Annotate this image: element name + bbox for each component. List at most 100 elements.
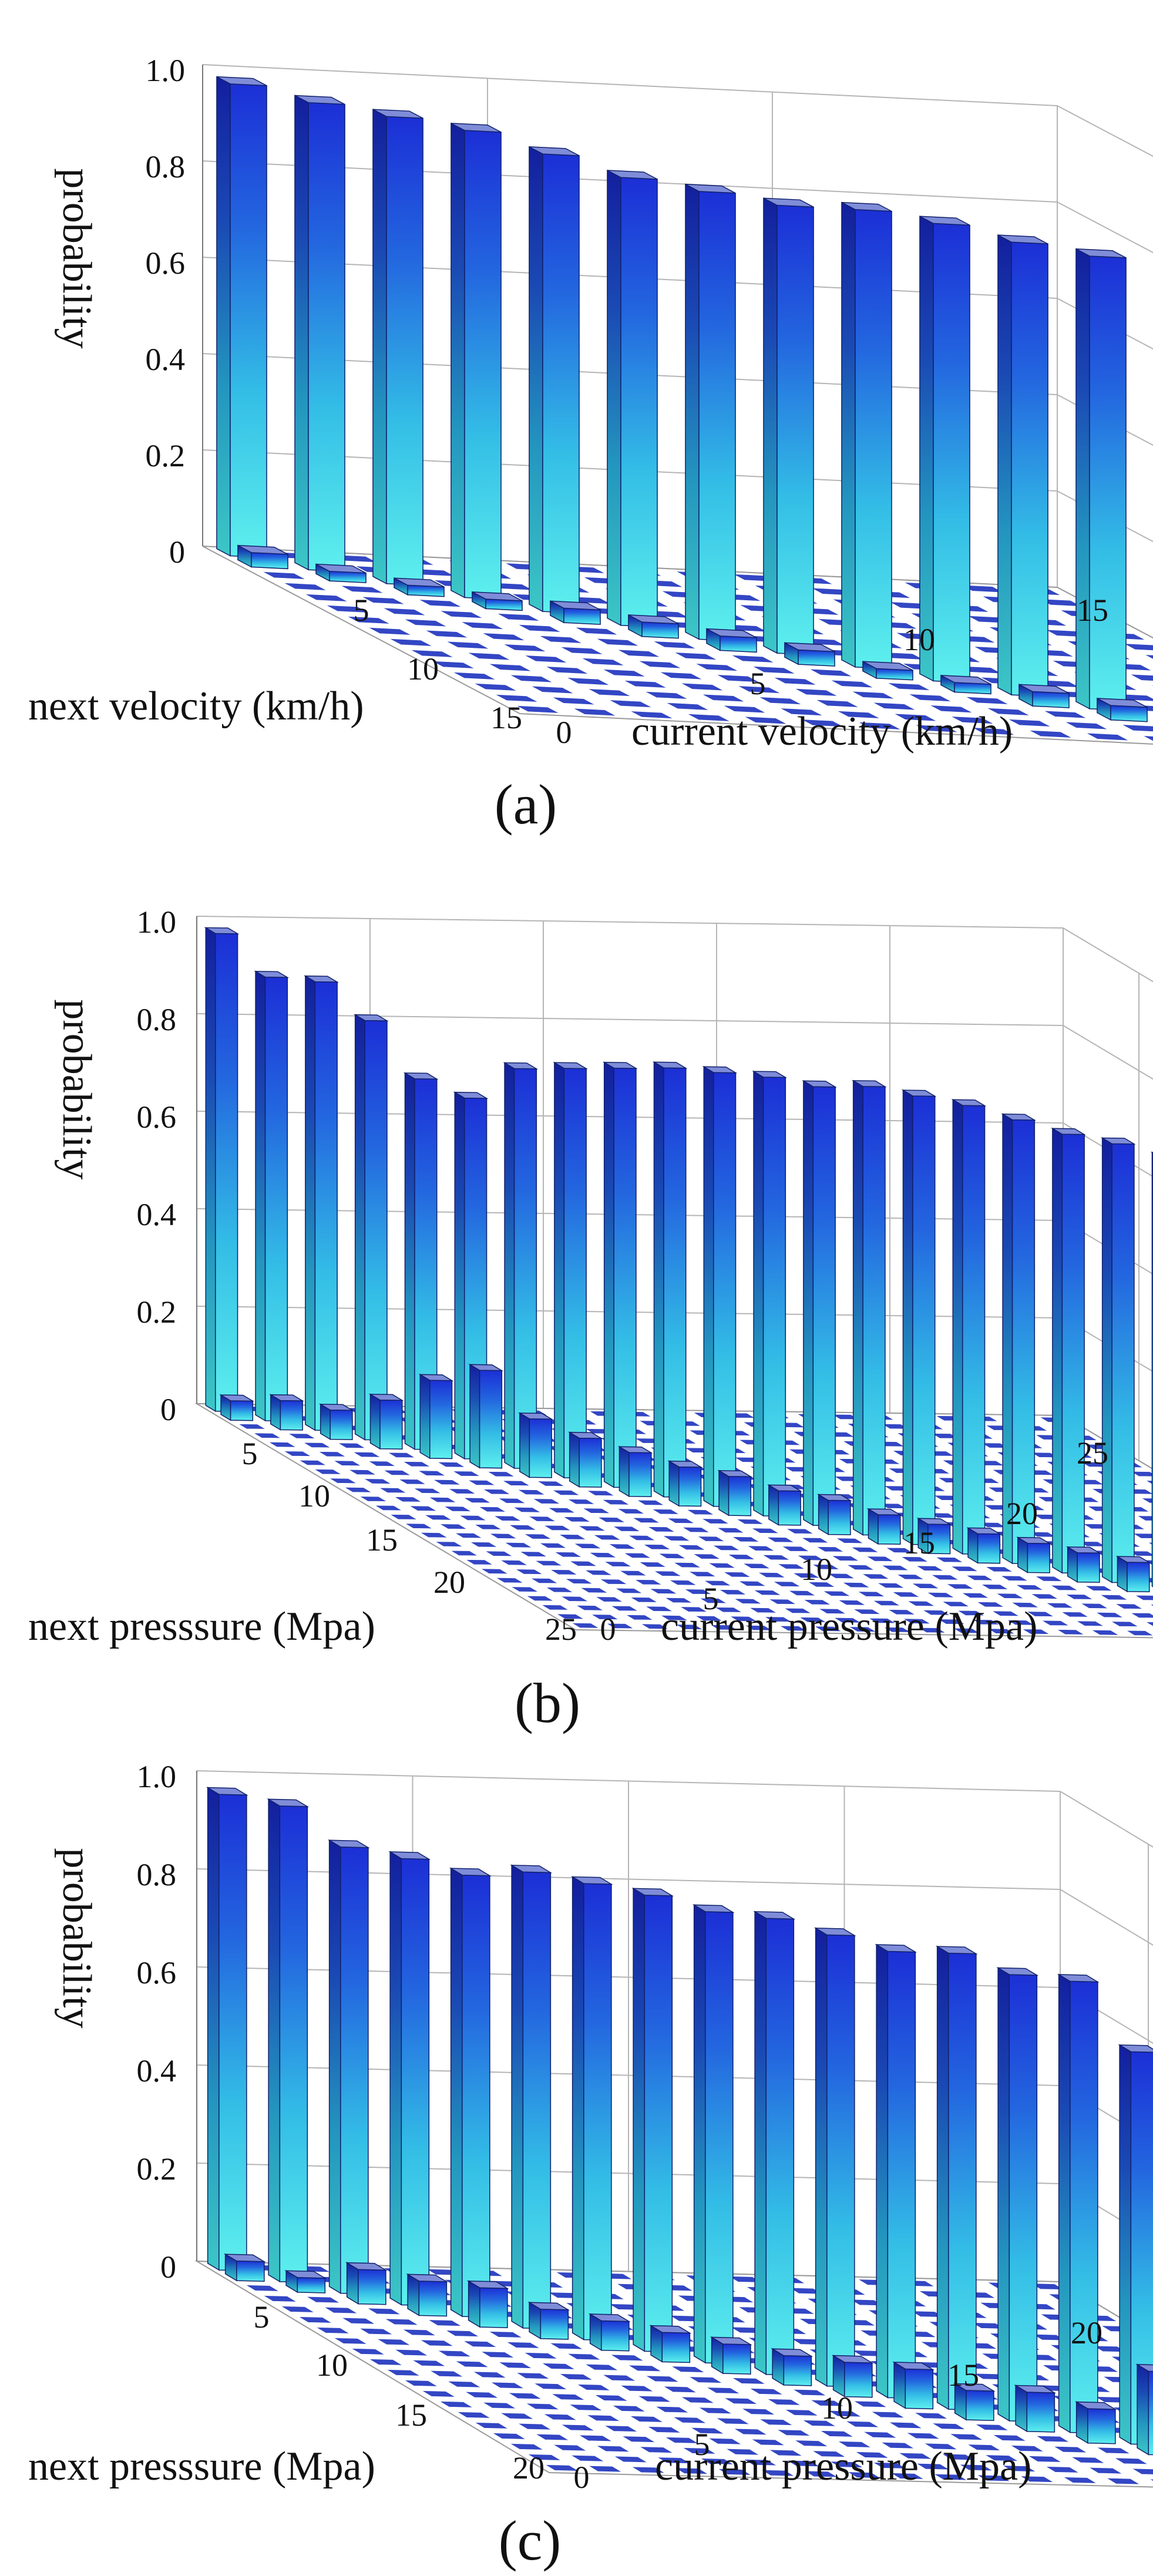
panel-b-bar-diag-13 xyxy=(851,1080,887,1536)
panel-c-bar-diag-12 xyxy=(935,1945,978,2410)
panel-c-x-tick-15: 15 xyxy=(947,2358,979,2393)
panel-c-bar-off-15 xyxy=(1135,2363,1153,2456)
panel-b-bar-diag-6 xyxy=(503,1062,539,1469)
panel-a-floor-cell xyxy=(851,691,895,700)
panel-b-floor-cell xyxy=(527,1516,557,1522)
panel-b-floor-cell xyxy=(401,1461,432,1467)
panel-b-floor-cell xyxy=(555,1613,586,1620)
panel-b-bar-diag-8 xyxy=(602,1061,638,1488)
panel-a-floor-cell xyxy=(915,724,959,733)
panel-a-floor-cell xyxy=(496,613,540,621)
panel-c-zgrid-side xyxy=(1060,2085,1153,2142)
panel-c-floor-cell xyxy=(428,2370,465,2377)
panel-c-floor-cell xyxy=(646,2426,683,2433)
panel-c-floor-cell xyxy=(689,2427,726,2434)
panel-b-bar-diag-7 xyxy=(553,1061,588,1479)
panel-b-floor-cell xyxy=(663,1597,694,1603)
panel-b-floor-cell xyxy=(516,1489,547,1495)
panel-a-bar-off-1 xyxy=(315,563,367,583)
panel-b-x-tick-5: 5 xyxy=(703,1581,719,1616)
panel-b-floor-cell xyxy=(536,1481,566,1487)
panel-a-bar-diag-2 xyxy=(372,108,423,586)
panel-c-y-tick-5: 5 xyxy=(254,2299,270,2335)
panel-b-floor-cell xyxy=(633,1579,664,1585)
panel-b-floor-cell xyxy=(486,1471,516,1477)
panel-c-floor-cell xyxy=(948,2433,985,2441)
panel-b-floor-cell xyxy=(691,1553,722,1560)
panel-b-floor-cell xyxy=(1021,1629,1051,1635)
panel-c-floor-cell xyxy=(749,2439,786,2446)
panel-a-floor-cell xyxy=(587,688,631,697)
panel-a-bar-off-6 xyxy=(706,628,757,653)
panel-b-floor-cell xyxy=(884,1547,915,1553)
panel-c-floor-cell xyxy=(630,2466,667,2474)
panel-c-bar-diag-7 xyxy=(631,1887,674,2353)
panel-a-floor-cell xyxy=(262,571,306,580)
panel-c-floor-cell xyxy=(759,2469,796,2477)
panel-b-floor-cell xyxy=(826,1573,856,1579)
panel-c-floor-cell xyxy=(663,2436,700,2444)
panel-c-floor-cell xyxy=(716,2468,753,2476)
panel-b-floor-cell xyxy=(1075,1620,1105,1627)
panel-b-bar-diag-12 xyxy=(802,1080,837,1526)
panel-a-bar-diag-7 xyxy=(763,197,814,655)
panel-b-floor-cell xyxy=(507,1524,538,1531)
panel-a-floor-cell xyxy=(1123,643,1153,651)
panel-a-bar-diag-1 xyxy=(294,95,345,572)
panel-a-x-tick-5: 5 xyxy=(750,666,766,701)
panel-b-floor-cell xyxy=(782,1608,813,1614)
panel-b-floor-cell xyxy=(683,1589,713,1595)
panel-a-bar-off-5 xyxy=(628,614,679,639)
panel-b-floor-cell xyxy=(468,1541,499,1548)
panel-c-z-tick-0: 0 xyxy=(160,2249,176,2285)
panel-b-floor-cell xyxy=(806,1581,837,1588)
panel-c-floor-cell xyxy=(401,2329,438,2336)
panel-b-floor-cell xyxy=(499,1559,529,1566)
panel-b-floor-cell xyxy=(990,1610,1021,1617)
panel-b-floor-cell xyxy=(317,1451,347,1457)
panel-c-floor-cell xyxy=(506,2392,543,2400)
panel-b-bar-off-1 xyxy=(269,1394,304,1431)
panel-b-floor-cell xyxy=(681,1526,711,1533)
panel-c-floor-cell xyxy=(1130,2468,1153,2475)
panel-a-y-axis-title: next velocity (km/h) xyxy=(28,684,364,729)
panel-b-floor-cell xyxy=(709,1624,739,1630)
panel-c-bar-diag-5 xyxy=(510,1864,553,2329)
panel-b-floor-cell xyxy=(562,1516,592,1522)
panel-b-floor-cell xyxy=(482,1488,512,1495)
panel-c-floor-cell xyxy=(332,2337,369,2345)
panel-b-floor-cell xyxy=(328,1478,358,1484)
panel-b-floor-cell xyxy=(287,1433,317,1440)
panel-c-floor-cell xyxy=(801,2419,838,2427)
panel-b-floor-cell xyxy=(1144,1621,1153,1627)
panel-b-floor-cell xyxy=(587,1552,618,1558)
panel-c-floor-cell xyxy=(889,2472,926,2480)
panel-b-floor-cell xyxy=(600,1499,631,1505)
panel-c-floor-cell xyxy=(853,2451,890,2459)
panel-a-floor-cell xyxy=(524,655,568,664)
panel-c-floor-cell xyxy=(462,2340,499,2348)
panel-c-bar-off-5 xyxy=(527,2301,570,2340)
panel-a-bar-off-10 xyxy=(1018,684,1070,708)
panel-c-floor-cell xyxy=(628,2415,665,2423)
panel-a-bar-off-4 xyxy=(550,600,601,625)
panel-b-floor-cell xyxy=(856,1591,886,1598)
panel-c-bar-off-6 xyxy=(588,2313,631,2352)
panel-a-bar-diag-6 xyxy=(685,183,736,642)
panel-b-floor-cell xyxy=(1098,1594,1129,1600)
panel-b-floor-cell xyxy=(312,1468,343,1475)
panel-b-floor-cell xyxy=(451,1471,482,1477)
panel-a-floor-cell xyxy=(1121,724,1153,732)
panel-b-bar-off-3 xyxy=(368,1393,404,1450)
panel-a-floor-cell xyxy=(573,708,617,717)
panel-c-floor-cell xyxy=(489,2382,526,2389)
panel-a-floor-cell xyxy=(744,716,788,725)
panel-a-floor-cell xyxy=(452,671,496,680)
panel-b-floor-cell xyxy=(696,1536,727,1542)
panel-c-floor-cell xyxy=(765,2398,802,2406)
panel-b-caption: (b) xyxy=(515,1672,580,1734)
panel-b-floor-cell xyxy=(1014,1584,1045,1590)
panel-b-floor-cell xyxy=(785,1528,815,1535)
panel-a-floor-cell xyxy=(965,696,1009,705)
panel-a-bar-off-8 xyxy=(862,660,913,681)
